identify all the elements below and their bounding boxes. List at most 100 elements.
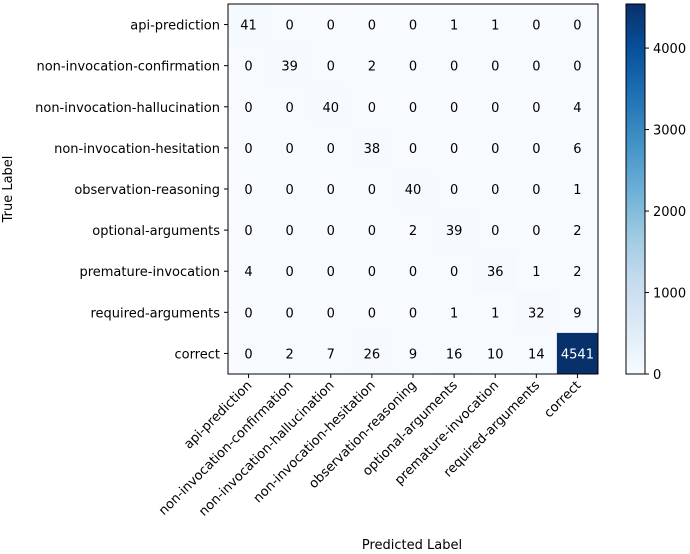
cell-value-label: 2 — [286, 347, 294, 362]
heatmap-cell — [228, 86, 270, 128]
heatmap-cell — [228, 168, 270, 211]
y-tick-label: non-invocation-hallucination — [35, 101, 220, 116]
cell-value-label: 4 — [573, 101, 581, 116]
heatmap-cell — [433, 4, 476, 46]
heatmap-cell — [433, 250, 476, 293]
cell-value-label: 0 — [368, 265, 376, 280]
heatmap-cell — [474, 127, 517, 169]
cell-value-label: 1 — [491, 306, 499, 321]
heatmap-cell — [515, 86, 558, 128]
y-tick-label: required-arguments — [90, 306, 220, 321]
heatmap-cell — [310, 332, 352, 375]
heatmap-cell — [556, 291, 599, 334]
y-tick-label: correct — [174, 347, 220, 362]
cell-value-label: 0 — [327, 265, 335, 280]
heatmap-cell — [433, 168, 476, 211]
heatmap-cell — [310, 291, 352, 334]
cell-value-label: 0 — [409, 19, 417, 34]
heatmap-cell — [474, 332, 517, 375]
cell-value-label: 2 — [573, 265, 581, 280]
heatmap-cell — [351, 45, 393, 87]
heatmap-cell — [269, 127, 311, 169]
cell-value-label: 7 — [327, 347, 335, 362]
cell-value-label: 1 — [450, 19, 458, 34]
colorbar — [625, 3, 646, 375]
cell-value-label: 0 — [532, 224, 540, 239]
cell-value-label: 0 — [368, 101, 376, 116]
heatmap-cell — [433, 45, 476, 87]
colorbar-tick-label: 0 — [653, 368, 661, 383]
cell-value-label: 41 — [240, 19, 257, 34]
heatmap-cell — [556, 127, 599, 169]
cell-value-label: 0 — [286, 101, 294, 116]
cell-value-label: 2 — [573, 224, 581, 239]
heatmap-cell — [433, 209, 476, 252]
heatmap-cell — [269, 86, 311, 128]
heatmap-cell — [515, 291, 558, 334]
heatmap-cell — [351, 209, 393, 252]
cell-value-label: 2 — [368, 60, 376, 75]
heatmap-cell — [515, 250, 558, 293]
y-tick-label: non-invocation-hesitation — [54, 142, 220, 157]
cell-value-label: 32 — [528, 306, 545, 321]
cell-value-label: 0 — [327, 142, 335, 157]
heatmap-cell — [474, 250, 517, 293]
cell-value-label: 9 — [409, 347, 417, 362]
cell-value-label: 0 — [244, 142, 252, 157]
y-tick-label: non-invocation-confirmation — [36, 60, 220, 75]
y-tick-labels: api-prediction non-invocation-confirmatio… — [35, 19, 228, 362]
cell-value-label: 0 — [368, 183, 376, 198]
heatmap-cell — [228, 332, 270, 375]
cell-value-label: 0 — [368, 306, 376, 321]
cell-value-label: 9 — [573, 306, 581, 321]
heatmap-cell — [474, 86, 517, 128]
heatmap-cell — [433, 127, 476, 169]
cell-value-label: 0 — [450, 183, 458, 198]
cell-value-label: 0 — [327, 224, 335, 239]
x-tick-label: api-prediction — [181, 378, 255, 452]
cell-value-label: 6 — [573, 142, 581, 157]
cell-value-label: 0 — [532, 183, 540, 198]
heatmap-cell — [392, 250, 435, 293]
cell-value-label: 0 — [491, 183, 499, 198]
cell-value-label: 14 — [528, 347, 545, 362]
heatmap-cell — [351, 332, 393, 375]
colorbar-tick-label: 4000 — [653, 42, 686, 57]
cell-value-label: 0 — [327, 60, 335, 75]
cell-value-label: 0 — [244, 183, 252, 198]
cell-value-label: 0 — [450, 60, 458, 75]
heatmap-cell — [392, 209, 435, 252]
heatmap-cell — [515, 209, 558, 252]
cell-value-label: 0 — [450, 101, 458, 116]
heatmap-cell — [515, 4, 558, 46]
cell-value-label: 0 — [327, 306, 335, 321]
cell-value-label: 0 — [532, 19, 540, 34]
x-tick-label: correct — [541, 378, 584, 421]
cell-value-label: 4 — [244, 265, 252, 280]
cell-value-label: 36 — [487, 265, 504, 280]
heatmap-cell — [351, 168, 393, 211]
cell-value-label: 0 — [532, 60, 540, 75]
cell-value-label: 0 — [368, 224, 376, 239]
cell-value-label: 0 — [327, 19, 335, 34]
cell-value-label: 0 — [286, 183, 294, 198]
y-tick-label: premature-invocation — [79, 265, 220, 280]
heatmap-cell — [392, 332, 435, 375]
heatmap-cell — [310, 127, 352, 169]
heatmap-cell — [392, 86, 435, 128]
cell-value-label: 0 — [491, 142, 499, 157]
y-tick-label: optional-arguments — [92, 224, 220, 239]
cell-value-label: 0 — [409, 60, 417, 75]
heatmap-cell — [351, 291, 393, 334]
cell-value-label: 0 — [368, 19, 376, 34]
cell-value-label: 0 — [286, 224, 294, 239]
heatmap-cell — [556, 86, 599, 128]
heatmap-cell — [515, 332, 558, 375]
cell-value-label: 0 — [244, 224, 252, 239]
cell-value-label: 0 — [491, 60, 499, 75]
cell-value-label: 1 — [491, 19, 499, 34]
heatmap-cell — [556, 209, 599, 252]
heatmap-cell — [269, 250, 311, 293]
cell-value-label: 1 — [573, 183, 581, 198]
heatmap-cell — [310, 250, 352, 293]
